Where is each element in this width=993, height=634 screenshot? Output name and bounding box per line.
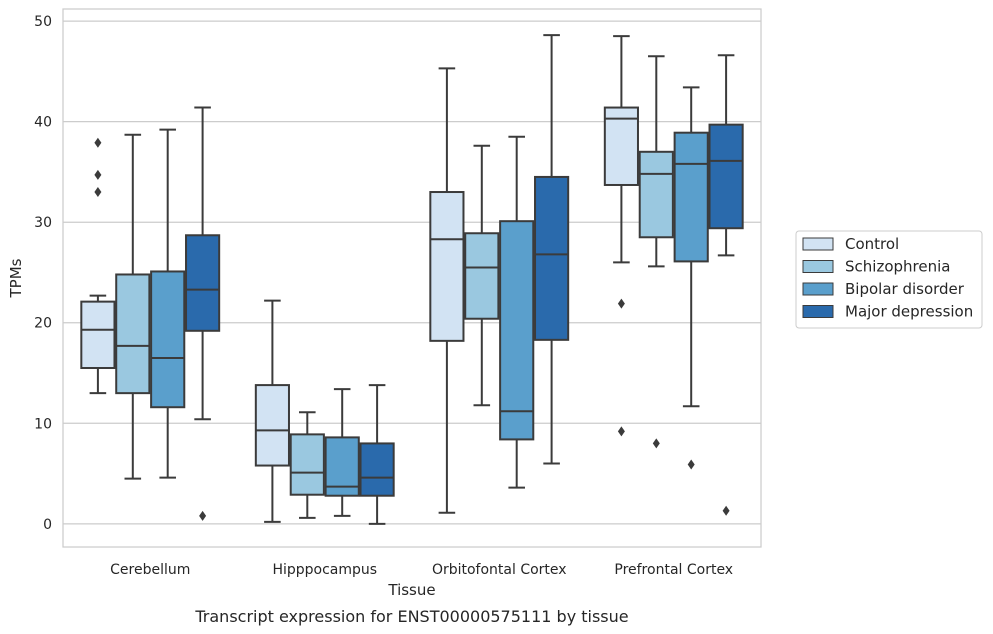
x-tick-label: Cerebellum <box>110 562 190 578</box>
box-plot <box>289 411 325 519</box>
interquartile-box <box>464 232 500 320</box>
box-plot <box>603 35 639 437</box>
interquartile-box <box>638 150 674 239</box>
interquartile-box <box>80 300 116 370</box>
legend-item: Schizophrenia <box>802 258 950 276</box>
legend-swatch <box>802 260 834 273</box>
outlier-point <box>199 510 207 521</box>
box-series-schizophrenia <box>115 55 674 519</box>
outlier-point <box>687 459 695 470</box>
box-plot <box>499 135 535 489</box>
outlier-point <box>94 137 102 148</box>
interquartile-box <box>708 123 744 230</box>
box-plot <box>359 384 395 525</box>
legend-label: Schizophrenia <box>845 258 950 276</box>
box-plot <box>324 388 360 517</box>
box-series-bipolar-disorder <box>150 86 709 517</box>
y-tick-label: 50 <box>34 14 52 30</box>
outlier-point <box>94 187 102 198</box>
legend: Control Schizophrenia Bipolar disorder Majo… <box>795 230 983 329</box>
box-plot <box>254 299 290 523</box>
legend-swatch <box>802 237 834 251</box>
box-series-major-depression <box>185 34 744 525</box>
legend-swatch <box>802 305 834 318</box>
interquartile-box <box>289 433 325 496</box>
box-series <box>80 34 744 525</box>
legend-label: Control <box>845 235 899 253</box>
outlier-point <box>617 298 625 309</box>
box-plot <box>115 133 151 480</box>
box-plot <box>534 34 570 465</box>
y-axis-label: TPMs <box>7 258 25 298</box>
figure-caption: Transcript expression for ENST0000057511… <box>194 607 628 626</box>
legend-item: Bipolar disorder <box>802 280 965 298</box>
legend-label: Bipolar disorder <box>845 280 965 298</box>
y-tick-labels: 0 10 20 30 40 50 <box>34 14 52 533</box>
outlier-point <box>94 169 102 180</box>
x-tick-labels: Cerebellum Hipppocampus Orbitofontal Corte… <box>110 562 733 578</box>
interquartile-box <box>673 131 709 263</box>
outlier-point <box>617 426 625 437</box>
legend-item: Major depression <box>802 303 973 321</box>
y-tick-label: 30 <box>34 215 52 231</box>
interquartile-box <box>254 384 290 467</box>
x-tick-label: Hipppocampus <box>272 562 377 578</box>
interquartile-box <box>150 270 186 409</box>
x-axis-label: Tissue <box>387 581 435 599</box>
y-tick-label: 20 <box>34 316 52 332</box>
outlier-point <box>722 505 730 516</box>
interquartile-box <box>359 442 395 497</box>
legend-swatch <box>802 282 834 296</box>
box-plot <box>150 128 186 479</box>
interquartile-box <box>534 175 570 341</box>
box-plot <box>673 86 709 470</box>
box-plot <box>429 67 465 514</box>
box-plot <box>708 54 744 516</box>
interquartile-box <box>499 220 535 441</box>
box-plot <box>638 55 674 449</box>
y-tick-label: 0 <box>43 517 52 533</box>
interquartile-box <box>185 234 221 332</box>
legend-item: Control <box>802 235 899 253</box>
plot-area-frame <box>62 8 762 548</box>
box-series-control <box>80 35 639 523</box>
x-tick-label: Prefrontal Cortex <box>614 562 733 578</box>
legend-frame <box>795 230 983 329</box>
outlier-point <box>652 438 660 449</box>
box-plot <box>464 144 500 407</box>
interquartile-box <box>115 273 151 395</box>
interquartile-box <box>429 191 465 342</box>
legend-label: Major depression <box>845 303 973 321</box>
y-tick-label: 40 <box>34 115 52 131</box>
box-plot <box>185 106 221 521</box>
x-tick-label: Orbitofontal Cortex <box>432 562 567 578</box>
y-tick-label: 10 <box>34 416 52 432</box>
interquartile-box <box>603 106 639 186</box>
box-plot <box>80 137 116 395</box>
